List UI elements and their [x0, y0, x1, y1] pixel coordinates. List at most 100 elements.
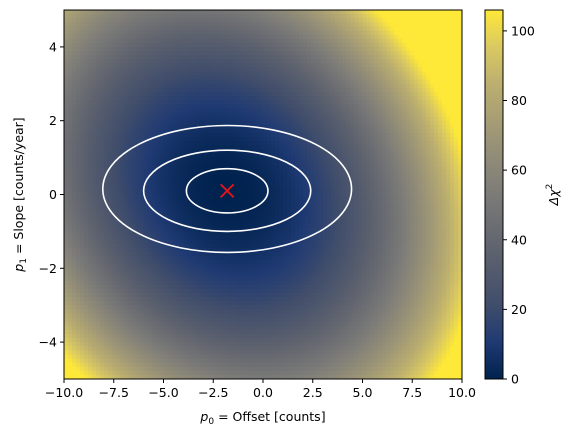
- heatmap-cell: [155, 313, 161, 319]
- heatmap-cell: [87, 190, 93, 196]
- heatmap-cell: [95, 198, 101, 204]
- heatmap-cell: [155, 120, 161, 126]
- heatmap-cell: [99, 137, 105, 142]
- heatmap-cell: [266, 309, 272, 314]
- heatmap-cell: [87, 338, 93, 343]
- heatmap-cell: [235, 46, 240, 52]
- heatmap-cell: [211, 75, 216, 81]
- heatmap-cell: [131, 358, 137, 364]
- heatmap-cell: [274, 223, 280, 228]
- heatmap-cell: [278, 75, 284, 81]
- heatmap-cell: [131, 346, 137, 351]
- heatmap-cell: [119, 202, 125, 208]
- heatmap-cell: [151, 362, 157, 368]
- heatmap-cell: [159, 342, 165, 347]
- heatmap-cell: [274, 149, 280, 155]
- heatmap-cell: [255, 42, 260, 48]
- heatmap-cell: [219, 358, 224, 364]
- heatmap-cell: [127, 141, 133, 146]
- heatmap-cell: [139, 354, 145, 360]
- heatmap-cell: [274, 198, 280, 204]
- heatmap-cell: [107, 174, 113, 179]
- heatmap-cell: [135, 63, 141, 68]
- heatmap-cell: [179, 194, 184, 200]
- heatmap-cell: [231, 124, 236, 130]
- heatmap-cell: [223, 272, 228, 278]
- heatmap-cell: [270, 133, 276, 138]
- heatmap-cell: [64, 333, 69, 339]
- heatmap-cell: [83, 178, 89, 183]
- heatmap-cell: [219, 108, 224, 114]
- heatmap-cell: [111, 305, 117, 310]
- heatmap-cell: [215, 251, 220, 257]
- heatmap-cell: [99, 194, 105, 200]
- heatmap-cell: [167, 272, 173, 278]
- heatmap-cell: [99, 182, 105, 187]
- heatmap-cell: [131, 301, 137, 306]
- heatmap-cell: [107, 276, 113, 282]
- heatmap-cell: [255, 272, 260, 278]
- heatmap-cell: [282, 137, 288, 142]
- heatmap-cell: [151, 63, 157, 68]
- heatmap-cell: [274, 18, 280, 23]
- heatmap-cell: [143, 186, 149, 191]
- heatmap-cell: [64, 284, 69, 290]
- heatmap-cell: [266, 67, 272, 73]
- heatmap-cell: [203, 239, 208, 245]
- heatmap-cell: [159, 18, 165, 23]
- heatmap-cell: [107, 83, 113, 89]
- heatmap-cell: [274, 14, 280, 19]
- heatmap-cell: [151, 149, 157, 155]
- heatmap-cell: [135, 46, 141, 52]
- heatmap-cell: [235, 321, 240, 327]
- heatmap-cell: [79, 194, 85, 200]
- heatmap-cell: [139, 100, 145, 105]
- heatmap-cell: [131, 260, 137, 265]
- heatmap-cell: [187, 18, 192, 23]
- heatmap-cell: [171, 59, 177, 64]
- heatmap-cell: [203, 219, 208, 224]
- heatmap-cell: [127, 153, 133, 159]
- heatmap-cell: [171, 38, 177, 44]
- heatmap-cell: [266, 202, 272, 208]
- heatmap-cell: [151, 34, 157, 40]
- heatmap-cell: [243, 153, 248, 159]
- heatmap-cell: [83, 276, 89, 282]
- heatmap-cell: [143, 67, 149, 73]
- heatmap-cell: [231, 178, 236, 183]
- heatmap-cell: [171, 51, 177, 56]
- heatmap-cell: [270, 309, 276, 314]
- heatmap-cell: [95, 108, 101, 114]
- heatmap-cell: [243, 128, 248, 134]
- heatmap-cell: [87, 124, 93, 130]
- heatmap-cell: [139, 149, 145, 155]
- heatmap-cell: [151, 198, 157, 204]
- heatmap-cell: [266, 354, 272, 360]
- heatmap-cell: [139, 260, 145, 265]
- heatmap-cell: [255, 362, 260, 368]
- heatmap-cell: [71, 157, 77, 163]
- heatmap-cell: [278, 338, 284, 343]
- heatmap-cell: [195, 292, 200, 298]
- heatmap-cell: [159, 165, 165, 171]
- heatmap-cell: [195, 198, 200, 204]
- heatmap-cell: [75, 67, 81, 73]
- heatmap-cell: [247, 174, 252, 179]
- heatmap-cell: [67, 264, 73, 269]
- heatmap-cell: [207, 251, 212, 257]
- heatmap-cell: [91, 141, 97, 146]
- heatmap-cell: [171, 133, 177, 138]
- heatmap-cell: [191, 346, 196, 351]
- heatmap-cell: [251, 305, 256, 310]
- heatmap-cell: [159, 305, 165, 310]
- heatmap-cell: [247, 194, 252, 200]
- heatmap-cell: [67, 26, 73, 32]
- heatmap-cell: [243, 219, 248, 224]
- heatmap-cell: [151, 128, 157, 134]
- heatmap-cell: [274, 338, 280, 343]
- heatmap-cell: [255, 87, 260, 93]
- heatmap-cell: [103, 38, 109, 44]
- heatmap-cell: [163, 124, 169, 130]
- heatmap-cell: [211, 301, 216, 306]
- heatmap-cell: [263, 338, 268, 343]
